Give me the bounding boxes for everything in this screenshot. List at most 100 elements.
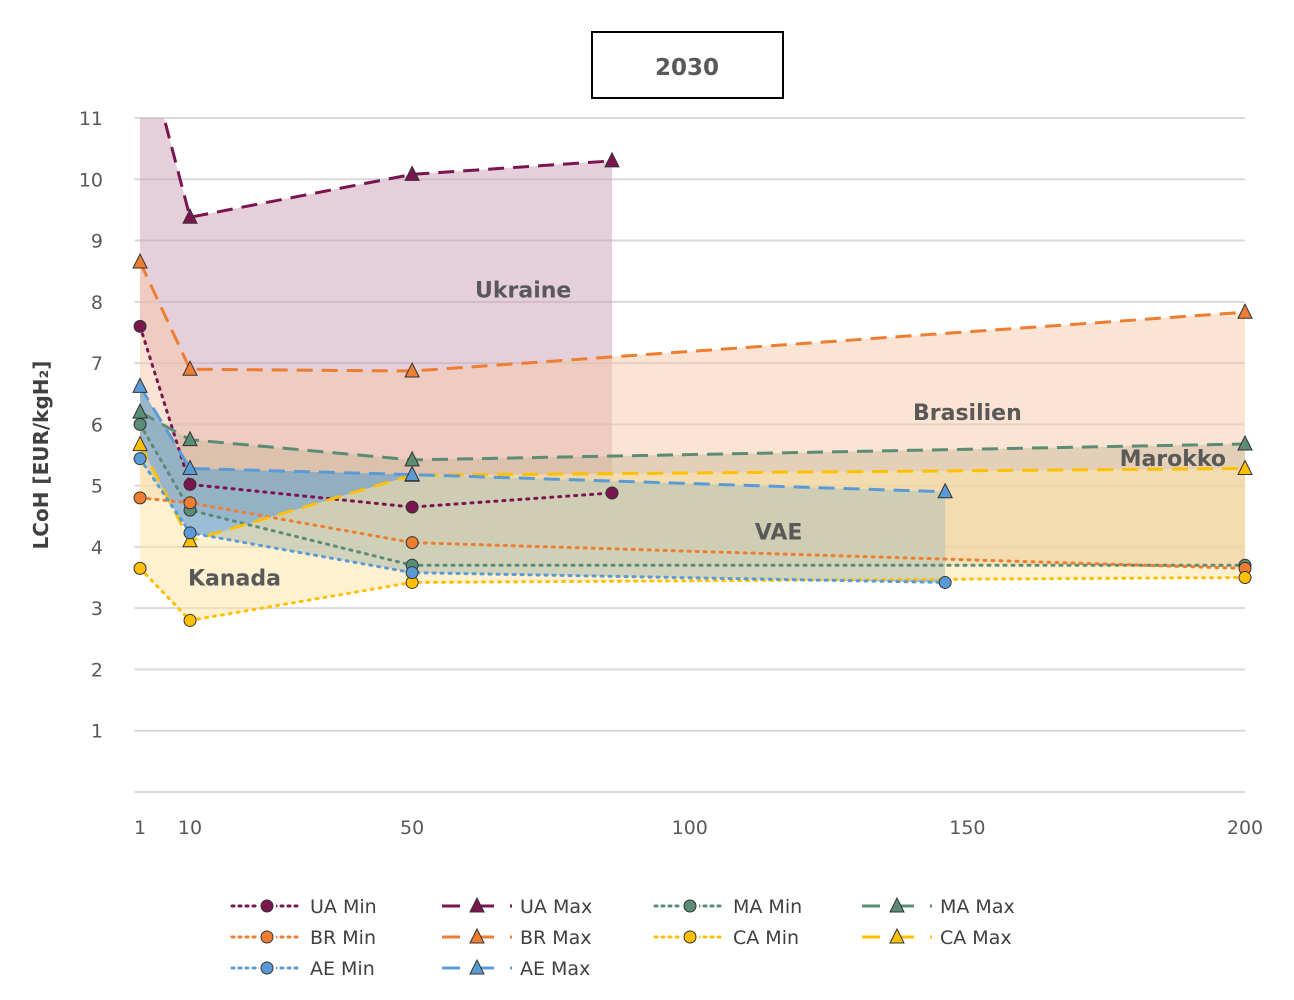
series-line-br-min bbox=[138, 496, 1247, 570]
series-line-ua-min bbox=[138, 324, 614, 509]
data-point-ua-min bbox=[605, 486, 619, 500]
y-tick-label: 3 bbox=[91, 598, 103, 620]
data-point-ca-max bbox=[132, 435, 148, 452]
data-point-ua-max bbox=[404, 165, 420, 181]
series-line-ca-max bbox=[138, 443, 1246, 543]
y-axis-label: LCoH [EUR/kgH₂] bbox=[29, 361, 53, 550]
x-tick-label: 100 bbox=[672, 817, 708, 839]
legend-marker-circle bbox=[683, 930, 697, 944]
legend-label: UA Min bbox=[310, 896, 377, 918]
y-tick-label: 10 bbox=[79, 169, 103, 191]
x-tick-label: 50 bbox=[400, 817, 424, 839]
data-point-ca-max bbox=[182, 531, 198, 548]
y-tick-label: 6 bbox=[91, 414, 103, 436]
data-point-ma-max bbox=[1237, 434, 1253, 451]
y-tick-label: 9 bbox=[91, 231, 103, 253]
legend-label: UA Max bbox=[520, 896, 592, 918]
series-line-ma-min bbox=[138, 422, 1247, 567]
legend-marker-triangle bbox=[889, 896, 905, 913]
y-tick-label: 1 bbox=[91, 721, 103, 743]
y-tick-label: 5 bbox=[91, 476, 103, 498]
data-point-ca-min bbox=[183, 613, 197, 627]
data-point-ca-min bbox=[1238, 571, 1252, 585]
data-point-ua-max bbox=[182, 208, 198, 224]
data-point-ae-max bbox=[182, 459, 198, 475]
series-line-ae-min bbox=[138, 457, 947, 584]
legend-marker-triangle bbox=[469, 927, 485, 944]
series-line-ca-min bbox=[138, 566, 1247, 623]
series-line-br-max bbox=[138, 261, 1246, 373]
x-tick-label: 1 bbox=[134, 817, 146, 839]
region-label-kanada: Kanada bbox=[188, 567, 281, 592]
legend-label: CA Max bbox=[940, 927, 1012, 949]
data-point-br-min bbox=[133, 491, 147, 505]
legend-item-ua-min[interactable]: UA Min bbox=[230, 896, 377, 918]
legend-marker-triangle bbox=[469, 896, 485, 913]
data-point-ma-max bbox=[132, 402, 148, 419]
data-point-ua-min bbox=[405, 500, 419, 514]
series-line-ua-max bbox=[162, 118, 613, 220]
data-point-ae-max bbox=[132, 377, 148, 393]
region-areas bbox=[140, 118, 1246, 621]
series-line-ae-max bbox=[138, 385, 946, 494]
legend-item-ma-min[interactable]: MA Min bbox=[653, 896, 802, 918]
legend-label: AE Min bbox=[310, 958, 375, 980]
legend-item-ma-max[interactable]: MA Max bbox=[862, 896, 1015, 918]
data-point-ae-min bbox=[133, 452, 147, 466]
data-point-ma-min bbox=[133, 417, 147, 431]
chart-title: 2030 bbox=[591, 31, 784, 99]
legend-label: MA Max bbox=[940, 896, 1015, 918]
title-box bbox=[591, 31, 784, 99]
legend-item-ca-max[interactable]: CA Max bbox=[862, 927, 1012, 949]
legend-item-br-max[interactable]: BR Max bbox=[442, 927, 592, 949]
region-label-vae: VAE bbox=[755, 521, 803, 546]
y-axis-ticks: 1 2 3 4 5 6 7 8 9 10 11 bbox=[79, 108, 103, 743]
data-point-ae-min bbox=[405, 566, 419, 580]
data-point-br-max bbox=[1237, 303, 1253, 319]
legend-item-ae-max[interactable]: AE Max bbox=[442, 958, 590, 980]
data-point-br-max bbox=[132, 252, 148, 269]
legend-label: BR Min bbox=[310, 927, 376, 949]
legend-item-ae-min[interactable]: AE Min bbox=[230, 958, 375, 980]
y-tick-label: 7 bbox=[91, 353, 103, 375]
y-tick-label: 8 bbox=[91, 292, 103, 314]
x-tick-label: 10 bbox=[178, 817, 202, 839]
region-label-ukraine: Ukraine bbox=[475, 279, 571, 304]
x-tick-label: 200 bbox=[1227, 817, 1263, 839]
legend-item-br-min[interactable]: BR Min bbox=[230, 927, 376, 949]
data-point-br-max bbox=[182, 360, 198, 376]
region-labels: Ukraine Brasilien Marokko VAE Kanada bbox=[188, 279, 1226, 592]
legend-marker-triangle bbox=[889, 927, 905, 944]
legend-label: CA Min bbox=[733, 927, 799, 949]
legend-marker-circle bbox=[260, 930, 274, 944]
legend-marker-triangle bbox=[469, 958, 485, 975]
legend-item-ca-min[interactable]: CA Min bbox=[653, 927, 799, 949]
data-point-ca-min bbox=[133, 561, 147, 575]
legend-marker-circle bbox=[260, 899, 274, 913]
data-point-ma-max bbox=[182, 430, 198, 447]
data-point-ua-max bbox=[604, 151, 620, 168]
series-markers bbox=[132, 151, 1253, 627]
title-text: 2030 bbox=[655, 55, 719, 81]
data-point-ae-max bbox=[404, 465, 420, 482]
legend-label: AE Max bbox=[520, 958, 590, 980]
x-tick-label: 150 bbox=[949, 817, 985, 839]
data-point-br-max bbox=[404, 361, 420, 378]
y-tick-label: 4 bbox=[91, 537, 103, 559]
y-tick-label: 11 bbox=[79, 108, 103, 130]
data-point-ae-max bbox=[937, 482, 953, 499]
legend: UA Min UA Max MA Min MA Max BR Min BR Max CA M… bbox=[230, 896, 1015, 980]
data-point-ua-min bbox=[183, 477, 197, 491]
legend-label: BR Max bbox=[520, 927, 592, 949]
y-tick-label: 2 bbox=[91, 659, 103, 681]
legend-marker-circle bbox=[260, 961, 274, 975]
legend-marker-circle bbox=[683, 899, 697, 913]
series-line-ma-max bbox=[139, 410, 1246, 462]
data-point-ae-min bbox=[938, 575, 952, 589]
x-axis-ticks: 1 10 50 100 150 200 bbox=[134, 817, 1263, 839]
data-point-br-min bbox=[183, 496, 197, 510]
series-lines bbox=[138, 118, 1247, 623]
region-label-brasilien: Brasilien bbox=[913, 401, 1022, 426]
legend-item-ua-max[interactable]: UA Max bbox=[442, 896, 592, 918]
